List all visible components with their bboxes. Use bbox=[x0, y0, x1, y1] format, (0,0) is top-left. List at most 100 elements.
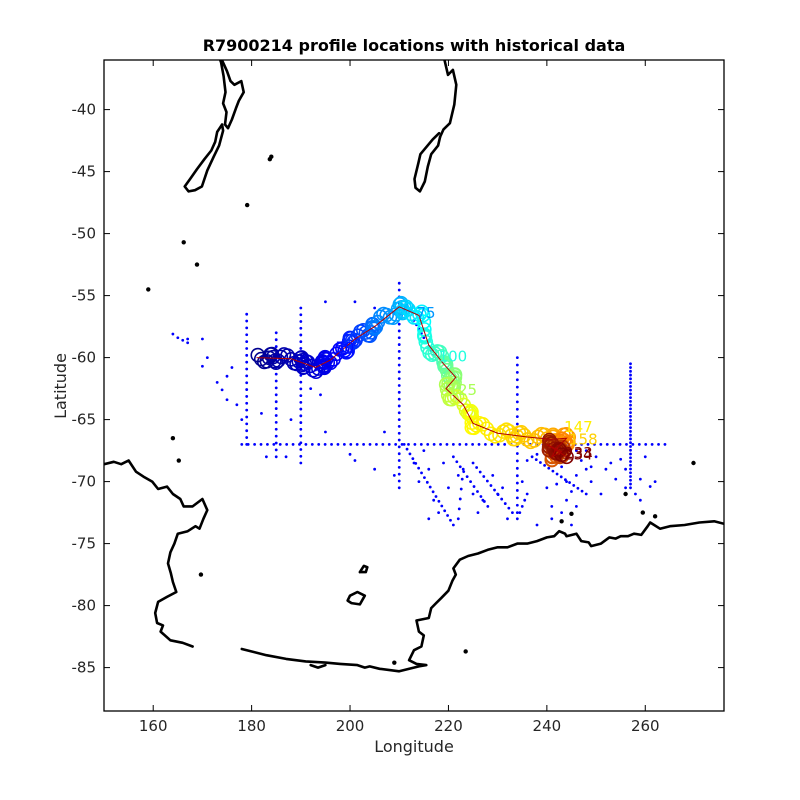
historical-point bbox=[397, 465, 401, 469]
historical-point bbox=[648, 485, 652, 488]
historical-point bbox=[411, 457, 415, 461]
historical-point bbox=[253, 443, 257, 446]
historical-point bbox=[451, 455, 455, 459]
historical-point bbox=[629, 482, 632, 486]
profile-marker bbox=[495, 424, 511, 439]
historical-point bbox=[397, 404, 401, 408]
historical-point bbox=[515, 517, 519, 521]
profile-marker bbox=[417, 329, 433, 345]
historical-point bbox=[274, 407, 278, 410]
historical-point bbox=[476, 511, 480, 514]
historical-point bbox=[274, 400, 278, 404]
historical-point bbox=[245, 381, 249, 385]
historical-point bbox=[439, 443, 442, 446]
historical-point bbox=[629, 467, 632, 471]
historical-point bbox=[245, 443, 249, 446]
historical-point bbox=[299, 340, 303, 344]
historical-point bbox=[629, 471, 632, 475]
historical-point bbox=[486, 505, 490, 508]
historical-point bbox=[417, 466, 421, 470]
historical-point bbox=[525, 459, 529, 462]
historical-point bbox=[543, 463, 546, 467]
historical-point bbox=[460, 477, 464, 481]
historical-point bbox=[336, 443, 340, 446]
historical-point bbox=[455, 460, 459, 464]
historical-point bbox=[437, 499, 441, 503]
historical-point bbox=[631, 443, 635, 446]
trajectory-line bbox=[256, 306, 568, 458]
historical-point bbox=[225, 398, 229, 402]
profile-marker bbox=[366, 321, 382, 337]
historical-point bbox=[472, 485, 476, 488]
historical-point bbox=[570, 490, 573, 493]
historical-point bbox=[299, 427, 303, 431]
historical-point bbox=[425, 480, 429, 484]
historical-point bbox=[274, 386, 278, 390]
historical-point bbox=[515, 474, 519, 478]
historical-point bbox=[274, 427, 278, 431]
historical-point bbox=[201, 337, 204, 341]
historical-point bbox=[240, 418, 244, 421]
island bbox=[392, 660, 397, 665]
historical-point bbox=[643, 455, 647, 459]
historical-point bbox=[245, 388, 249, 391]
y-tick-label: -65 bbox=[72, 411, 97, 429]
historical-point bbox=[515, 400, 519, 404]
historical-point bbox=[245, 333, 249, 337]
historical-point bbox=[274, 420, 278, 424]
historical-point bbox=[397, 431, 401, 435]
historical-point bbox=[462, 470, 466, 474]
historical-point bbox=[427, 517, 431, 521]
historical-point bbox=[584, 449, 588, 452]
historical-point bbox=[629, 407, 632, 411]
historical-point bbox=[475, 466, 479, 469]
historical-point bbox=[299, 461, 303, 465]
profile-label: 147 bbox=[564, 418, 593, 436]
historical-point bbox=[599, 443, 603, 446]
historical-point bbox=[589, 465, 593, 469]
historical-point bbox=[299, 380, 303, 384]
historical-point bbox=[471, 492, 475, 496]
historical-point bbox=[397, 350, 401, 353]
historical-point bbox=[515, 489, 519, 492]
historical-point bbox=[431, 490, 435, 494]
historical-point bbox=[589, 480, 593, 483]
historical-point bbox=[555, 472, 559, 476]
historical-point bbox=[515, 363, 519, 367]
historical-point bbox=[274, 455, 278, 459]
historical-point bbox=[629, 422, 632, 426]
historical-point bbox=[644, 443, 648, 446]
historical-point bbox=[515, 393, 519, 396]
historical-point bbox=[604, 467, 608, 471]
historical-point bbox=[484, 443, 487, 446]
historical-point bbox=[560, 511, 564, 514]
historical-point bbox=[310, 443, 314, 446]
profile-label: 234 bbox=[564, 445, 593, 463]
island bbox=[652, 514, 658, 519]
historical-point bbox=[299, 347, 303, 350]
historical-point bbox=[657, 443, 660, 446]
historical-point bbox=[397, 356, 401, 360]
historical-point bbox=[397, 486, 401, 490]
historical-point bbox=[205, 356, 209, 359]
historical-point bbox=[274, 414, 278, 417]
historical-point bbox=[323, 443, 327, 446]
historical-point bbox=[614, 477, 618, 481]
historical-point bbox=[397, 452, 401, 456]
historical-point bbox=[397, 322, 401, 326]
historical-point bbox=[299, 400, 303, 404]
historical-point bbox=[629, 445, 632, 448]
historical-point bbox=[225, 374, 229, 378]
historical-point bbox=[260, 412, 263, 415]
historical-point bbox=[568, 481, 571, 484]
historical-point bbox=[245, 422, 249, 426]
historical-point bbox=[629, 441, 632, 445]
historical-point bbox=[629, 403, 632, 407]
coastline bbox=[358, 564, 369, 574]
historical-point bbox=[407, 443, 410, 446]
historical-point bbox=[397, 472, 401, 476]
historical-point bbox=[284, 455, 288, 459]
island bbox=[198, 572, 204, 577]
